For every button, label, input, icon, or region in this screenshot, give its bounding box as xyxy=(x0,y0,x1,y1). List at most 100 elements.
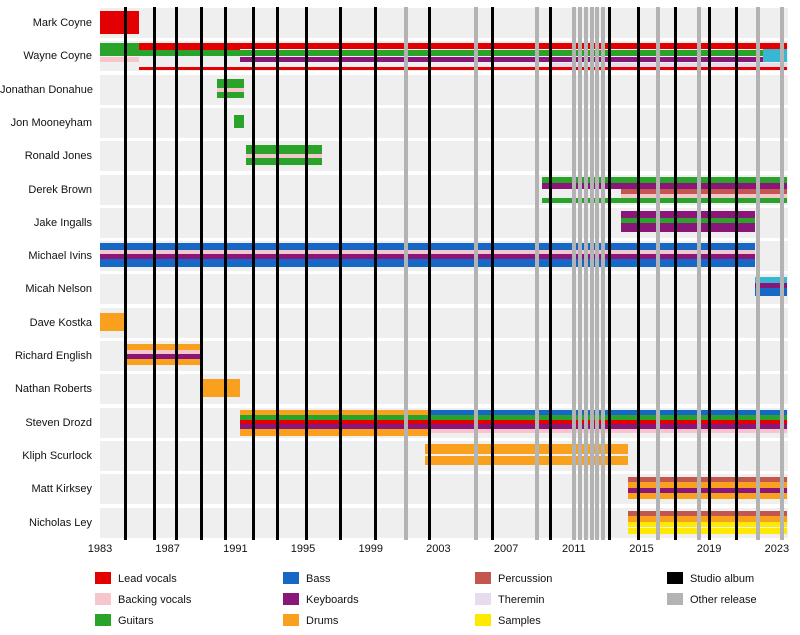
legend-label: Bass xyxy=(306,573,331,585)
legend-label: Drums xyxy=(306,615,339,627)
studio-album-line xyxy=(223,7,227,540)
legend-label: Backing vocals xyxy=(118,594,192,606)
legend-item-backing-vocals: Backing vocals xyxy=(95,593,191,606)
legend-item-guitars: Guitars xyxy=(95,614,153,627)
studio-album-line xyxy=(491,7,495,540)
member-label: Derek Brown xyxy=(28,183,92,196)
member-label: Ronald Jones xyxy=(24,150,92,163)
bar-keyboards xyxy=(754,283,787,289)
member-label: Wayne Coyne xyxy=(23,50,92,63)
other-release-line xyxy=(656,7,661,540)
bar-drums xyxy=(240,428,429,436)
axis-tick-label: 1995 xyxy=(290,543,316,555)
legend-item-bass: Bass xyxy=(283,572,330,585)
axis-tick-label: 2007 xyxy=(493,543,519,555)
studio-album-line xyxy=(548,7,552,540)
axis-tick-label: 1987 xyxy=(155,543,180,555)
bar-drums xyxy=(123,344,200,350)
studio-album-line xyxy=(252,7,256,540)
bar-keyboards xyxy=(627,488,787,494)
member-label: Jake Ingalls xyxy=(33,216,92,229)
theremin-swatch xyxy=(475,593,491,605)
bar-guitars xyxy=(100,50,787,57)
legend-item-studio-album: Studio album xyxy=(667,572,754,585)
bar-drums xyxy=(627,515,787,522)
studio-album-line xyxy=(374,7,378,540)
bar-samples xyxy=(627,527,787,534)
bar-theremin xyxy=(550,63,787,68)
bar-lead-vocals xyxy=(138,43,241,52)
bar-percussion xyxy=(621,188,787,194)
member-label: Jonathan Donahue xyxy=(0,83,93,96)
bass-swatch xyxy=(283,572,299,584)
axis-tick-label: 1999 xyxy=(358,543,383,555)
bar-drums xyxy=(100,312,124,331)
bar-drums xyxy=(627,482,787,489)
legend-item-lead-vocals: Lead vocals xyxy=(95,572,177,585)
drums-swatch xyxy=(283,614,299,626)
axis-tick-label: 2019 xyxy=(696,543,722,555)
percussion-swatch xyxy=(475,572,491,584)
row-background xyxy=(100,341,788,371)
bar-samples xyxy=(627,521,787,527)
legend-label: Keyboards xyxy=(306,594,359,606)
studio-album-line xyxy=(428,7,432,540)
other-release-swatch xyxy=(667,593,683,605)
other-release-line xyxy=(577,7,582,540)
other-release-line xyxy=(601,7,606,540)
bar-drums xyxy=(123,359,200,365)
legend-item-theremin: Theremin xyxy=(475,593,544,606)
bar-keyboards xyxy=(240,423,787,429)
other-release-line xyxy=(534,7,539,540)
bar-lead-vocals xyxy=(240,43,787,50)
bar-keyboards xyxy=(100,254,755,260)
bar-lead-vocals xyxy=(100,11,139,34)
member-label: Michael Ivins xyxy=(28,250,92,263)
bar-guitars xyxy=(100,43,139,51)
row-background xyxy=(100,8,788,38)
other-release-line xyxy=(779,7,784,540)
bar-bass xyxy=(754,288,787,297)
row-background xyxy=(100,307,788,338)
studio-album-swatch xyxy=(667,572,683,584)
legend-item-samples: Samples xyxy=(475,614,541,627)
bar-guitars xyxy=(541,176,787,183)
row-background xyxy=(100,141,788,172)
bar-guitars xyxy=(621,217,755,223)
studio-album-line xyxy=(673,7,677,540)
bar-keyboards xyxy=(541,182,787,189)
other-release-line xyxy=(589,7,594,540)
bar-drums xyxy=(424,443,628,454)
axis-tick-label: 2011 xyxy=(561,543,586,555)
keyboards-swatch xyxy=(283,593,299,605)
bar-lead-vocals xyxy=(240,419,787,424)
member-label: Matt Kirksey xyxy=(31,483,92,496)
bar-keyboards xyxy=(123,354,200,359)
other-release-line xyxy=(583,7,588,540)
studio-album-line xyxy=(200,7,204,540)
guitars-swatch xyxy=(95,614,111,626)
legend-item-drums: Drums xyxy=(283,614,338,627)
bar-backing-vocals xyxy=(621,193,787,198)
other-release-line xyxy=(756,7,761,540)
studio-album-line xyxy=(338,7,342,540)
other-release-line xyxy=(404,7,409,540)
studio-album-line xyxy=(276,7,280,540)
bar-drums xyxy=(424,455,628,465)
legend-item-percussion: Percussion xyxy=(475,572,552,585)
bar-keyboards xyxy=(621,210,755,218)
other-release-line xyxy=(595,7,600,540)
legend-label: Lead vocals xyxy=(118,573,177,585)
row-background xyxy=(100,107,788,138)
bar-percussion xyxy=(627,477,787,483)
bar-backing-vocals xyxy=(100,250,755,255)
member-label: Steven Drozd xyxy=(25,416,92,429)
studio-album-line xyxy=(304,7,308,540)
member-label: Nathan Roberts xyxy=(14,383,92,396)
studio-album-line xyxy=(174,7,178,540)
member-label: Dave Kostka xyxy=(29,316,92,329)
